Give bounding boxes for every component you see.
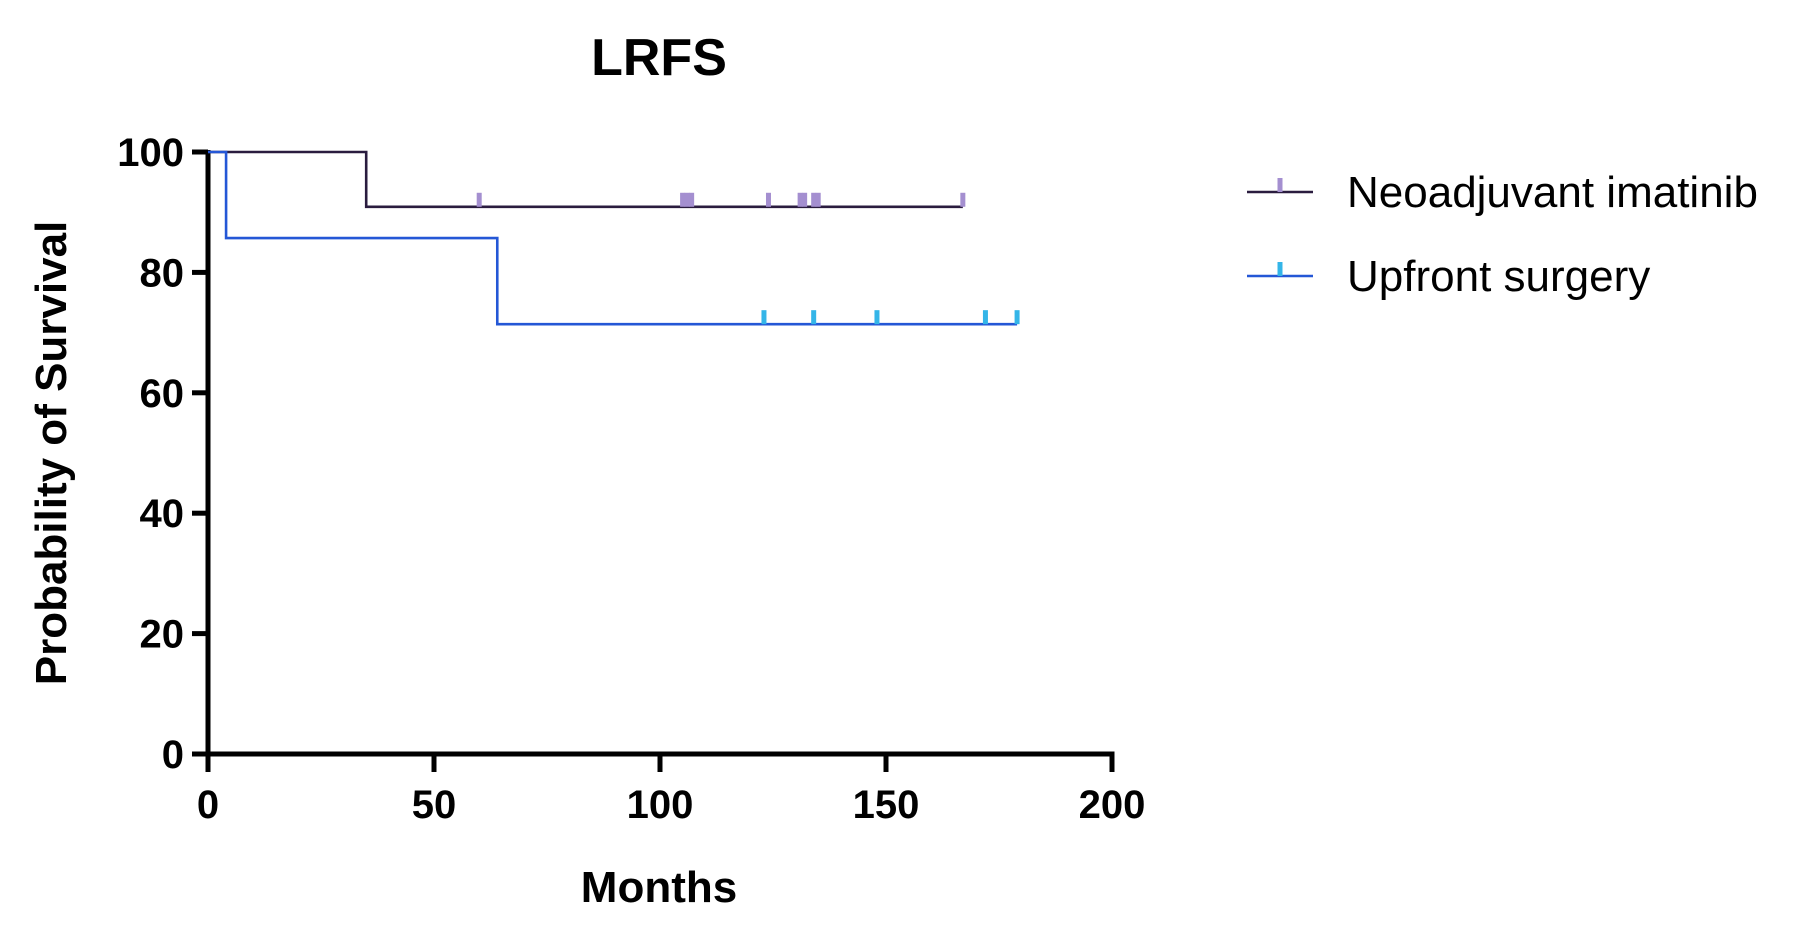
y-axis-title: Probability of Survival xyxy=(27,221,76,686)
censor-mark-0-0 xyxy=(476,192,482,207)
axes: 0 20 40 60 80 100 0 50 100 150 200 xyxy=(117,131,1145,827)
censor-mark-0-4 xyxy=(765,192,771,207)
censor-mark-0-5 xyxy=(797,192,803,207)
legend-item-1: Upfront surgery xyxy=(1247,252,1650,301)
x-tick-label-200: 200 xyxy=(1079,783,1146,827)
censor-mark-0-7 xyxy=(811,192,817,207)
censor-mark-0-3 xyxy=(689,192,695,207)
legend-item-0: Neoadjuvant imatinib xyxy=(1247,168,1758,217)
censor-mark-0-8 xyxy=(815,192,821,207)
chart-title: LRFS xyxy=(591,29,727,87)
x-tick-label-100: 100 xyxy=(627,783,694,827)
censor-mark-1-1 xyxy=(811,310,817,325)
censor-mark-1-2 xyxy=(874,310,880,325)
series-line-0 xyxy=(208,150,963,209)
censor-mark-0-9 xyxy=(960,192,966,207)
x-axis-title: Months xyxy=(581,863,737,912)
y-tick-label-100: 100 xyxy=(117,131,184,175)
legend: Neoadjuvant imatinib Upfront surgery xyxy=(1247,168,1758,301)
y-tick-label-60: 60 xyxy=(140,372,185,416)
y-tick-label-40: 40 xyxy=(140,492,185,536)
legend-swatch-censor-1 xyxy=(1277,262,1283,276)
y-tick-label-20: 20 xyxy=(140,613,185,657)
x-tick-label-0: 0 xyxy=(197,783,219,827)
legend-swatch-censor-0 xyxy=(1277,178,1283,192)
legend-label-1: Upfront surgery xyxy=(1347,252,1650,301)
series-0 xyxy=(208,150,966,209)
censor-mark-0-6 xyxy=(802,192,808,207)
censor-mark-1-0 xyxy=(761,310,767,325)
series-line-1 xyxy=(208,150,1018,326)
censor-mark-0-2 xyxy=(684,192,690,207)
censor-mark-1-3 xyxy=(982,310,988,325)
x-tick-label-150: 150 xyxy=(853,783,920,827)
y-tick-label-80: 80 xyxy=(140,251,185,295)
y-tick-label-0: 0 xyxy=(162,733,184,777)
censor-mark-0-1 xyxy=(680,192,686,207)
series-1 xyxy=(208,150,1020,326)
x-tick-label-50: 50 xyxy=(412,783,457,827)
censor-mark-1-4 xyxy=(1014,310,1020,325)
series-group xyxy=(208,150,1020,326)
legend-label-0: Neoadjuvant imatinib xyxy=(1347,168,1758,217)
